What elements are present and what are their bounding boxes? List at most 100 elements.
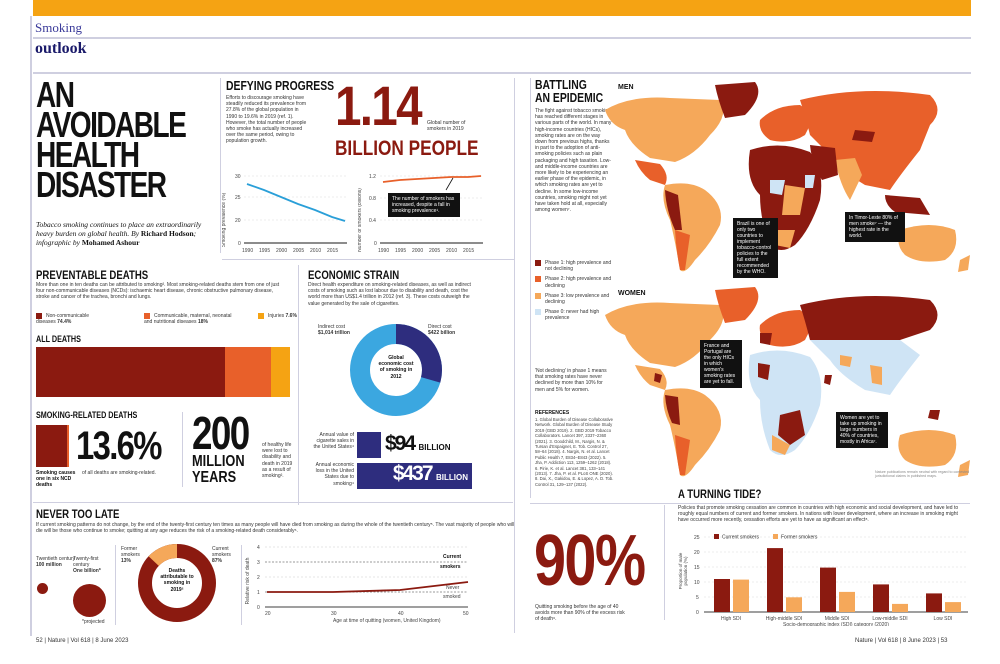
former-value: 13% xyxy=(121,558,132,565)
infographic-prefix: ; infographic by xyxy=(36,229,197,247)
women-world-map xyxy=(605,287,970,477)
svg-text:3: 3 xyxy=(257,560,260,566)
svg-text:10: 10 xyxy=(694,580,700,586)
svg-text:2000: 2000 xyxy=(412,248,423,254)
legend-item-phase0: Phase 0: never had high prevalence xyxy=(535,309,613,321)
legend-swatch xyxy=(535,292,541,299)
svg-text:smoked: smoked xyxy=(443,594,461,600)
divider xyxy=(33,502,513,503)
legend-label: Phase 3: low prevalence and declining xyxy=(545,292,610,306)
battling-heading: BATTLING AN EPIDEMIC xyxy=(535,78,603,104)
current-value: 87% xyxy=(212,558,223,565)
all-deaths-label: ALL DEATHS xyxy=(36,334,81,344)
economic-strain-body: Direct health expenditure on smoking-rel… xyxy=(308,282,471,307)
divider xyxy=(241,545,242,625)
svg-text:1.2: 1.2 xyxy=(369,174,376,180)
headline-line: DISASTER xyxy=(36,164,167,205)
top-banner xyxy=(33,0,971,16)
legend-item-communicable: Communicable, maternal, neonatal and nut… xyxy=(144,313,234,325)
battling-heading-line: BATTLING xyxy=(535,77,587,92)
donut-center-label: Global economic cost of smoking in 2012 xyxy=(378,355,414,380)
legend-label: Injuries xyxy=(268,313,285,319)
svg-text:Former smokers: Former smokers xyxy=(781,535,818,541)
svg-text:2010: 2010 xyxy=(446,248,457,254)
svg-text:Socio-demographic index (SDI): Socio-demographic index (SDI) category (… xyxy=(783,622,889,626)
former-smokers-label: Former smokers 13% xyxy=(121,546,151,565)
svg-text:4: 4 xyxy=(257,545,260,551)
battling-heading-line: AN EPIDEMIC xyxy=(535,90,604,105)
references-list: 1. Global Burden of Disease Collaborativ… xyxy=(535,417,614,487)
svg-text:Never: Never xyxy=(446,585,460,591)
loss-value: $437 xyxy=(392,462,434,485)
sales-label: Annual value of cigarette sales in the U… xyxy=(313,432,354,451)
headline-line: AVOIDABLE xyxy=(36,104,187,145)
legend-swatch xyxy=(144,313,150,319)
svg-text:0.8: 0.8 xyxy=(369,196,376,202)
svg-text:50: 50 xyxy=(463,611,469,617)
sales-value: $94 xyxy=(385,432,416,455)
loss-unit: BILLION xyxy=(436,473,468,482)
svg-text:5: 5 xyxy=(696,595,699,601)
svg-text:2015: 2015 xyxy=(463,248,474,254)
svg-text:1: 1 xyxy=(257,590,260,596)
svg-text:15: 15 xyxy=(694,565,700,571)
legend-swatch xyxy=(535,309,541,316)
svg-text:20: 20 xyxy=(694,550,700,556)
headline-line: AN xyxy=(36,74,75,115)
legend-label: Non-communicable diseases xyxy=(36,313,90,326)
legend-value: 18% xyxy=(197,319,208,326)
map-disclaimer: Nature publications remain neutral with … xyxy=(875,470,970,479)
defying-progress-heading: DEFYING PROGRESS xyxy=(226,78,335,93)
headline: AN AVOIDABLE HEALTH DISASTER xyxy=(36,74,216,205)
sales-bar xyxy=(357,432,381,458)
former-label-text: Former smokers xyxy=(121,546,140,559)
c21-label-text: Twenty-first century xyxy=(73,556,99,569)
legend-item-phase3: Phase 3: low prevalence and declining xyxy=(535,292,613,306)
indirect-value: $1,014 trillion xyxy=(318,330,350,337)
svg-text:2005: 2005 xyxy=(429,248,440,254)
designer-name: Mohamed Ashour xyxy=(81,238,140,247)
indirect-label: Indirect cost xyxy=(318,324,345,330)
phase-note: 'Not declining' in phase 1 means that sm… xyxy=(535,368,607,393)
svg-text:25: 25 xyxy=(694,535,700,541)
ninety-percent: 90% xyxy=(534,521,646,601)
c20-label-text: Twentieth century xyxy=(36,556,76,562)
svg-text:1990: 1990 xyxy=(242,248,253,254)
smoking-deaths-pct: 13.6% xyxy=(76,424,162,468)
legend-label: Phase 2: high prevalence and declining xyxy=(545,276,612,289)
standfirst: Tobacco smoking continues to place an ex… xyxy=(36,220,216,247)
author-name: Richard Hodson xyxy=(140,229,194,238)
years-lost-number: 200 xyxy=(192,407,250,459)
turning-tide-heading: A TURNING TIDE? xyxy=(678,487,762,501)
battling-body: The fight against tobacco smoking has re… xyxy=(535,108,612,214)
divider xyxy=(220,78,221,253)
svg-text:20: 20 xyxy=(265,611,271,617)
footer-right: Nature | Vol 618 | 8 June 2023 | 53 xyxy=(855,638,948,644)
legend-swatch xyxy=(535,276,541,283)
svg-text:Low-middle SDI: Low-middle SDI xyxy=(872,616,907,622)
svg-text:High SDI: High SDI xyxy=(721,616,741,622)
never-too-late-heading: NEVER TOO LATE xyxy=(36,507,120,521)
preventable-deaths-heading: PREVENTABLE DEATHS xyxy=(36,268,149,282)
svg-text:2000: 2000 xyxy=(276,248,287,254)
svg-text:1990: 1990 xyxy=(378,248,389,254)
legend-label: Phase 0: never had high prevalence xyxy=(545,309,600,322)
smokers-callout: The number of smokers has increased, des… xyxy=(388,193,460,217)
men-world-map xyxy=(605,82,970,272)
legend-value: 74.4% xyxy=(57,319,72,326)
smoking-deaths-label: SMOKING-RELATED DEATHS xyxy=(36,410,138,420)
header-rule-2 xyxy=(33,72,971,74)
preventable-deaths-body: More than one in ten deaths can be attri… xyxy=(36,282,280,301)
svg-text:Low SDI: Low SDI xyxy=(934,616,953,622)
sales-unit: BILLION xyxy=(418,443,451,452)
years-unit-line: YEARS xyxy=(192,469,237,486)
line-label-current: Current xyxy=(443,554,461,560)
deaths-donut-center: Deaths attributable to smoking in 2019² xyxy=(160,568,194,593)
smokers-line-chart: Number of smokers (billions) 1.20.80.40 … xyxy=(358,174,483,254)
svg-text:Middle SDI: Middle SDI xyxy=(825,616,849,622)
c20-label: Twentieth century 100 million xyxy=(36,556,76,568)
defying-progress-body: Efforts to discourage smoking have stead… xyxy=(226,95,307,145)
legend-swatch xyxy=(258,313,264,319)
svg-text:40: 40 xyxy=(398,611,404,617)
svg-text:2015: 2015 xyxy=(327,248,338,254)
